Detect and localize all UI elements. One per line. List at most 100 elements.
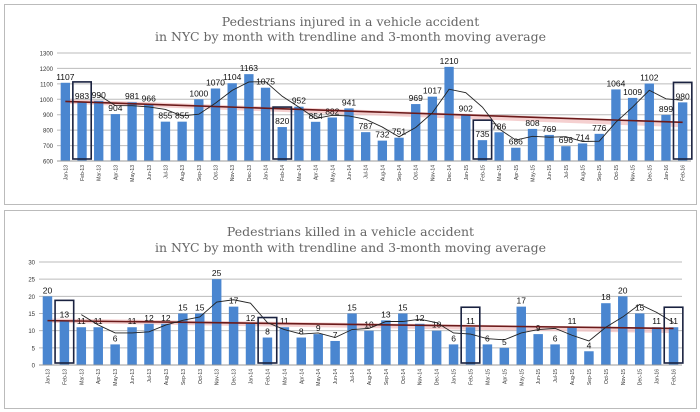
bar xyxy=(516,306,526,365)
highlight-box xyxy=(663,306,684,364)
data-label: 6 xyxy=(113,333,118,343)
data-label: 1000 xyxy=(189,88,208,98)
bar xyxy=(427,96,438,161)
highlight-box xyxy=(272,106,293,160)
data-label: 17 xyxy=(229,296,239,306)
data-label: 1102 xyxy=(640,73,659,83)
highlight-box xyxy=(72,81,93,160)
y-tick-label: 700 xyxy=(43,144,54,150)
bar xyxy=(76,327,87,365)
data-label: 13 xyxy=(381,309,391,319)
y-tick-label: 0 xyxy=(32,364,36,370)
x-tick-label: Jun-13 xyxy=(147,165,153,181)
x-tick-label: Jan-15 xyxy=(452,369,458,385)
bar xyxy=(110,344,120,365)
data-label: 10 xyxy=(432,320,442,330)
x-tick-label: Mar-13 xyxy=(79,369,85,385)
x-tick-label: Sep-14 xyxy=(397,165,403,181)
bar xyxy=(611,89,621,161)
bar xyxy=(161,323,171,365)
x-tick-label: Nov-15 xyxy=(621,369,627,385)
bar xyxy=(511,147,521,161)
x-tick-label: Jul-15 xyxy=(564,165,570,179)
bar xyxy=(594,133,604,161)
bar xyxy=(77,101,87,161)
data-label: 808 xyxy=(525,118,539,128)
data-label: 13 xyxy=(60,309,70,319)
x-tick-label: Apr-14 xyxy=(314,165,320,180)
x-tick-label: Aug-14 xyxy=(367,369,373,385)
x-tick-label: Jan-13 xyxy=(63,165,69,181)
data-label: 786 xyxy=(492,121,506,131)
x-tick-label: Apr-13 xyxy=(113,165,119,180)
data-label: 9 xyxy=(316,323,321,333)
data-label: 990 xyxy=(92,90,106,100)
data-label: 1017 xyxy=(423,86,442,96)
y-tick-label: 1300 xyxy=(40,52,54,58)
data-label: 5 xyxy=(502,337,507,347)
bar xyxy=(144,104,154,161)
x-tick-label: Dec-14 xyxy=(447,165,453,181)
x-tick-label: Feb-13 xyxy=(80,165,86,181)
bar xyxy=(482,344,493,365)
x-tick-label: Dec-15 xyxy=(647,165,653,181)
bar xyxy=(651,327,662,365)
x-tick-label: Oct-13 xyxy=(198,369,204,384)
x-tick-label: Nov-14 xyxy=(418,369,424,385)
x-tick-label: Aug-15 xyxy=(570,369,576,385)
data-label: 787 xyxy=(359,121,373,131)
x-tick-label: May-15 xyxy=(519,369,525,386)
x-tick-label: Jan-16 xyxy=(664,165,670,181)
x-tick-label: Jul-14 xyxy=(350,369,356,383)
bar xyxy=(262,337,273,365)
x-tick-label: Nov-15 xyxy=(631,165,637,181)
data-label: 12 xyxy=(144,313,154,323)
x-tick-label: Feb-15 xyxy=(468,369,474,385)
bar xyxy=(310,121,321,161)
x-tick-label: Apr-14 xyxy=(299,369,305,384)
x-tick-label: Sep-13 xyxy=(181,369,187,385)
x-tick-label: Oct-13 xyxy=(214,165,220,180)
bar xyxy=(360,132,371,161)
bar xyxy=(411,104,421,161)
x-tick-label: Feb-16 xyxy=(672,369,678,385)
bar xyxy=(494,132,504,161)
data-label: 882 xyxy=(325,106,339,116)
x-tick-label: Dec-15 xyxy=(638,369,644,385)
bar xyxy=(364,330,374,365)
data-label: 952 xyxy=(292,96,306,106)
data-label: 1210 xyxy=(440,56,459,66)
bar xyxy=(461,114,471,161)
highlight-box xyxy=(460,306,481,364)
x-tick-label: Jul-13 xyxy=(147,369,153,383)
data-label: 1163 xyxy=(240,63,259,73)
data-label: 941 xyxy=(342,97,356,107)
data-label: 732 xyxy=(375,130,389,140)
data-label: 11 xyxy=(669,316,678,326)
x-tick-label: Sep-15 xyxy=(587,369,593,385)
bar xyxy=(677,102,688,161)
bar xyxy=(618,296,628,365)
x-tick-label: Aug-13 xyxy=(180,165,186,181)
x-tick-label: Apr-13 xyxy=(96,369,102,384)
y-tick-label: 900 xyxy=(43,113,54,119)
moving-average-line xyxy=(98,81,683,142)
data-label: 1009 xyxy=(623,87,642,97)
data-label: 9 xyxy=(536,323,541,333)
data-label: 18 xyxy=(601,292,611,302)
data-label: 769 xyxy=(542,124,556,134)
bar xyxy=(228,306,239,365)
data-label: 20 xyxy=(618,285,628,295)
data-label: 6 xyxy=(451,333,456,343)
x-tick-label: Mar-13 xyxy=(97,165,103,181)
trendline xyxy=(65,100,683,124)
bar xyxy=(59,320,70,365)
bar xyxy=(296,337,307,365)
data-label: 966 xyxy=(142,94,156,104)
bar xyxy=(94,100,104,161)
highlight-box xyxy=(257,316,278,364)
data-label: 1104 xyxy=(223,72,242,82)
bar xyxy=(144,323,154,365)
injured-chart-svg: 600 700 800 900 1000 1100 1200 1300 1107 Jan-13 98… xyxy=(40,52,693,182)
data-label: 11 xyxy=(568,316,577,326)
